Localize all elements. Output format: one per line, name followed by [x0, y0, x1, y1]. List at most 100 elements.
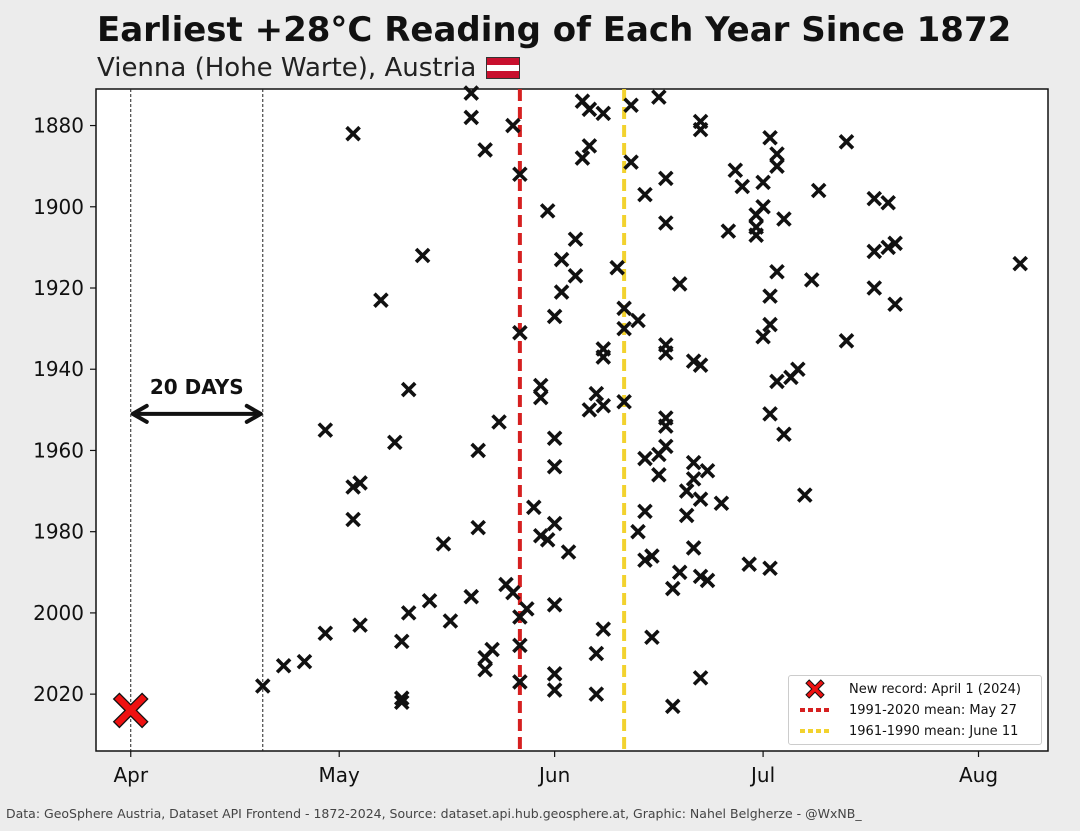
data-point: [797, 487, 813, 503]
data-point: [553, 251, 570, 268]
data-point: [658, 170, 674, 187]
data-point: [560, 544, 577, 560]
data-point: [762, 560, 778, 577]
data-point: [887, 296, 903, 313]
data-point: [470, 442, 486, 459]
data-point: [296, 653, 313, 670]
record-point: [112, 692, 149, 729]
data-point: [546, 515, 563, 532]
x-tick-label-2: Jun: [537, 763, 570, 787]
data-point: [616, 300, 632, 317]
data-point: [692, 121, 709, 138]
data-point: [748, 207, 764, 223]
data-point: [546, 682, 563, 698]
data-point: [373, 292, 389, 308]
data-point: [400, 605, 417, 621]
annotation-arrow-head-right: [244, 403, 263, 424]
data-point: [866, 243, 883, 260]
legend: New record: April 1 (2024) 1991-2020 mea…: [788, 675, 1042, 745]
data-point: [275, 657, 292, 674]
data-point: [588, 686, 605, 702]
data-point: [477, 662, 493, 678]
legend-red-dashed-line-icon: [800, 708, 830, 712]
data-point: [463, 109, 480, 126]
data-point: [387, 434, 403, 451]
data-point: [393, 633, 410, 650]
data-point: [769, 158, 785, 174]
data-point: [616, 393, 632, 410]
data-point: [345, 479, 361, 495]
data-point: [810, 182, 827, 199]
data-point: [783, 369, 799, 386]
data-point: [581, 101, 598, 118]
y-tick-label-1: 1900: [33, 195, 84, 219]
data-point: [769, 263, 785, 280]
data-point: [491, 414, 507, 430]
data-point: [630, 312, 646, 329]
data-point: [866, 280, 883, 296]
data-point: [414, 247, 431, 264]
data-point: [1012, 255, 1028, 272]
legend-item-record: New record: April 1 (2024): [795, 679, 1021, 699]
data-point: [512, 674, 528, 690]
data-point: [741, 556, 757, 572]
data-point: [512, 324, 528, 341]
reference-lines: [130, 89, 264, 751]
data-point: [463, 588, 480, 605]
data-point: [581, 402, 598, 418]
chart-subtitle-row: Vienna (Hohe Warte), Austria: [97, 53, 521, 83]
data-point: [470, 519, 486, 536]
y-tick-label-4: 1960: [33, 438, 84, 462]
data-point: [658, 215, 674, 231]
x-tick-label-1: May: [319, 763, 361, 787]
legend-label-record: New record: April 1 (2024): [849, 681, 1022, 697]
y-tick-label-3: 1940: [33, 357, 84, 381]
x-tick-label-0: Apr: [113, 763, 148, 787]
data-point: [803, 272, 820, 288]
data-point: [685, 540, 702, 556]
data-point: [769, 146, 785, 162]
data-point: [699, 572, 716, 589]
data-point: [553, 284, 570, 300]
data-point: [637, 503, 653, 520]
data-point: [595, 349, 612, 365]
data-point: [546, 430, 563, 447]
data-point: [352, 617, 368, 633]
data-point: [595, 621, 612, 637]
data-point: [838, 333, 855, 349]
data-point: [637, 186, 653, 203]
data-point: [838, 134, 855, 150]
data-point: [651, 446, 667, 463]
data-point: [477, 142, 493, 158]
data-point: [692, 357, 709, 373]
data-point: [727, 162, 744, 178]
data-point: [692, 670, 709, 686]
data-point: [671, 564, 688, 581]
data-point: [762, 316, 778, 333]
data-point: [588, 385, 605, 402]
legend-item-1991-2020: 1991-2020 mean: May 27: [795, 700, 1017, 720]
data-point: [345, 511, 361, 528]
data-point: [567, 268, 584, 284]
chart-subtitle: Vienna (Hohe Warte), Austria: [97, 53, 477, 83]
data-point: [658, 345, 674, 361]
y-tick-label-5: 1980: [33, 520, 84, 544]
data-point: [866, 190, 883, 207]
data-point: [755, 328, 771, 345]
data-point: [644, 629, 660, 646]
data-point: [532, 389, 549, 406]
y-tick-label-6: 2000: [33, 601, 84, 625]
data-point: [567, 231, 584, 248]
annotation-label: 20 DAYS: [150, 375, 244, 399]
data-point: [532, 377, 549, 394]
x-tick-label-4: Aug: [959, 763, 998, 787]
legend-record-icon: [805, 679, 825, 699]
data-point: [595, 398, 612, 414]
data-point: [755, 174, 771, 191]
data-point: [651, 89, 667, 105]
data-point: [623, 97, 639, 114]
data-point: [678, 483, 695, 499]
data-point: [699, 462, 716, 479]
data-points: [255, 85, 1028, 715]
